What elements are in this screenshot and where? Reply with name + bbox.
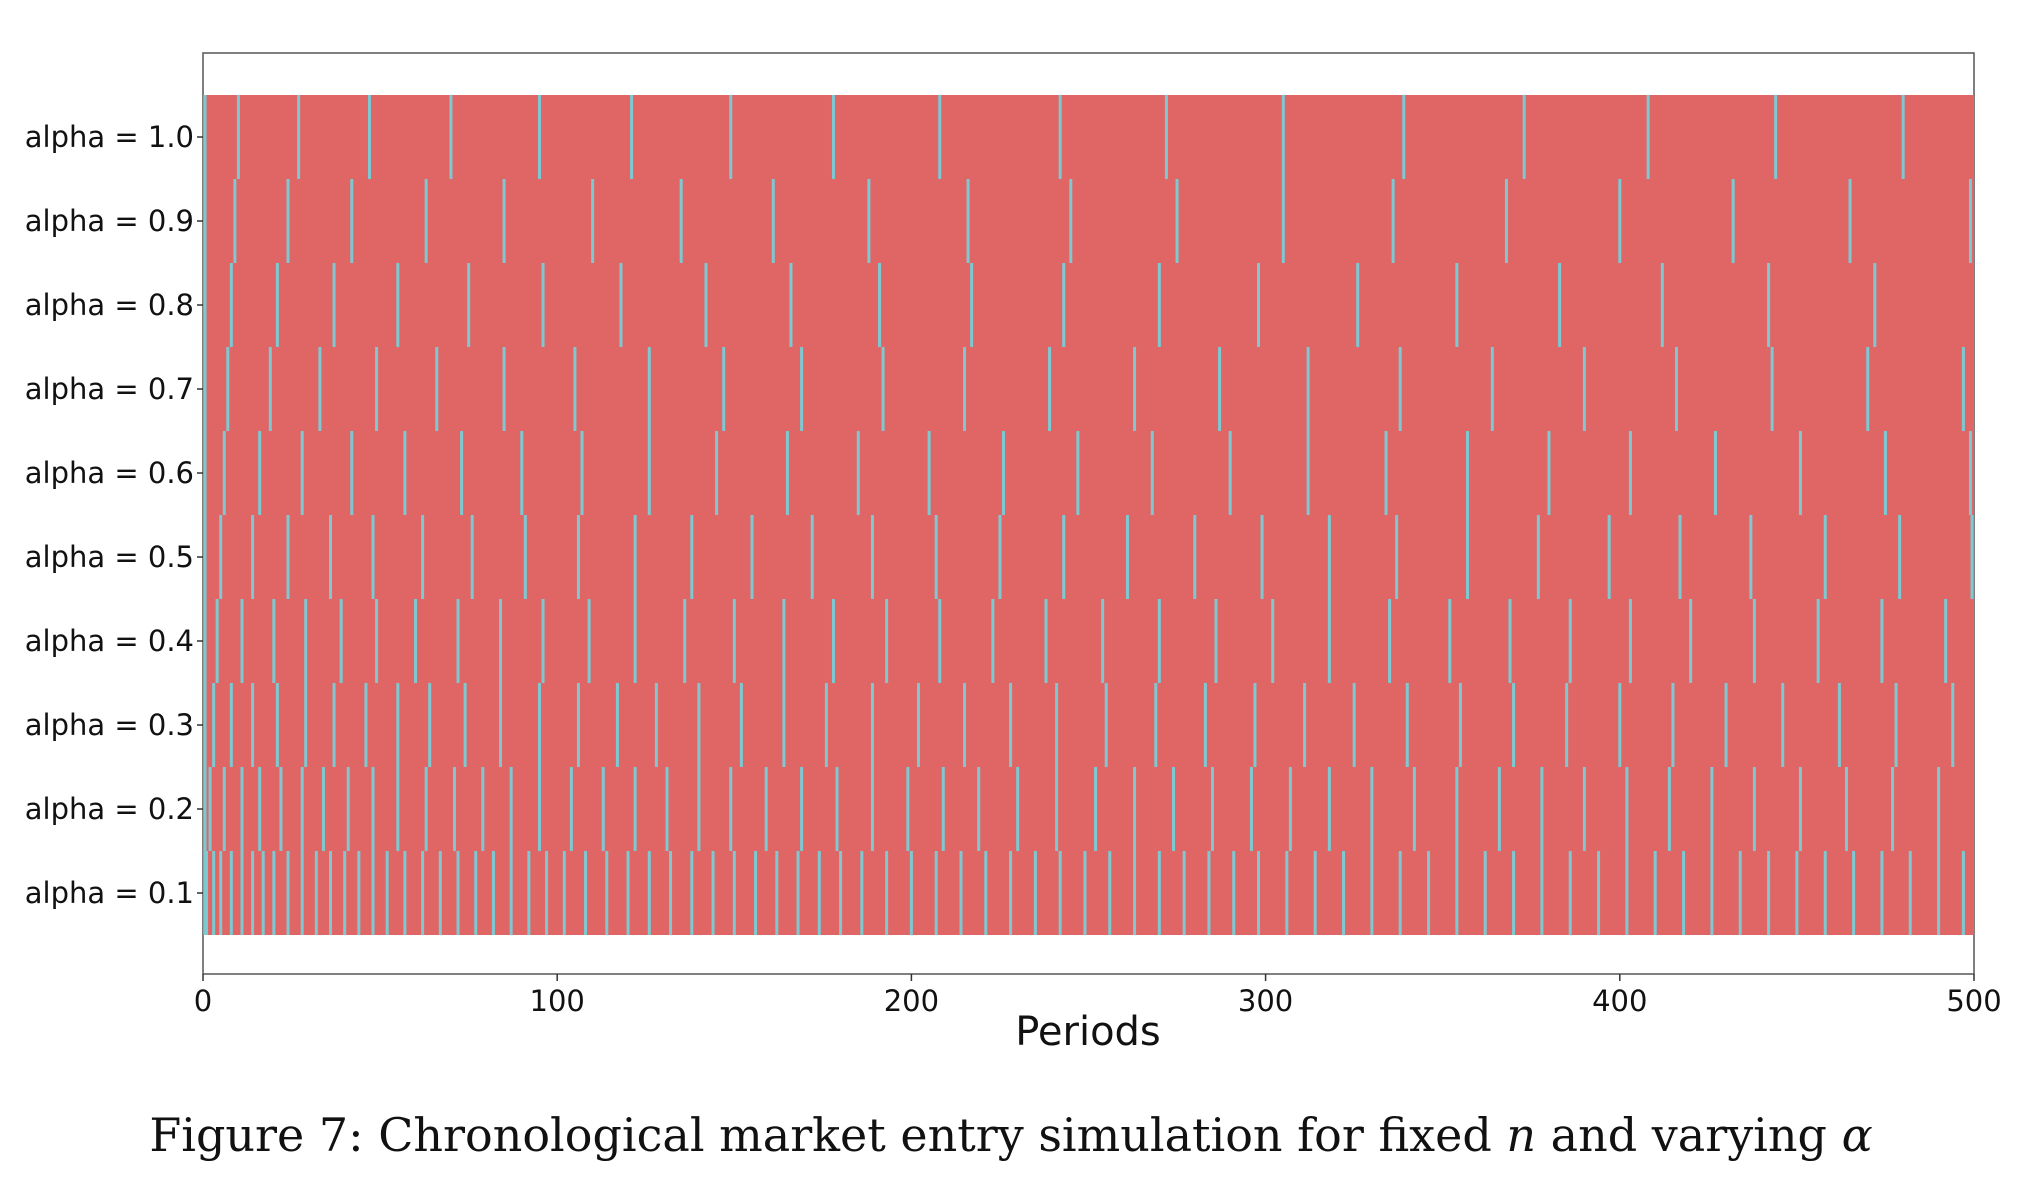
y-tick-label: alpha = 0.1 bbox=[25, 876, 194, 910]
caption-n: n bbox=[1506, 1108, 1537, 1162]
x-tick-label: 200 bbox=[884, 984, 939, 1018]
y-tick-label: alpha = 0.3 bbox=[25, 708, 194, 742]
row-background bbox=[203, 95, 1974, 179]
row-alpha-0-6 bbox=[203, 431, 1974, 515]
y-tick-label: alpha = 0.7 bbox=[25, 372, 194, 406]
y-tick-label: alpha = 0.9 bbox=[25, 204, 194, 238]
row-alpha-0-2 bbox=[203, 767, 1974, 851]
row-background bbox=[203, 431, 1974, 515]
figure-caption: Figure 7: Chronological market entry sim… bbox=[0, 1108, 2022, 1162]
row-background bbox=[203, 851, 1974, 935]
x-tick-labels: 0 100 200 300 400 500 bbox=[194, 974, 2002, 1018]
row-alpha-1-0 bbox=[203, 95, 1974, 179]
row-alpha-0-9 bbox=[203, 179, 1974, 263]
row-background bbox=[203, 767, 1974, 851]
row-background bbox=[203, 263, 1974, 347]
caption-middle: and varying bbox=[1536, 1108, 1842, 1162]
rows-group bbox=[203, 95, 1974, 935]
row-background bbox=[203, 683, 1974, 767]
x-tick-label: 100 bbox=[530, 984, 585, 1018]
x-tick-label: 400 bbox=[1592, 984, 1647, 1018]
x-tick-label: 300 bbox=[1238, 984, 1293, 1018]
y-tick-label: alpha = 0.4 bbox=[25, 624, 194, 658]
row-alpha-0-1 bbox=[203, 851, 1974, 935]
row-alpha-0-7 bbox=[203, 347, 1974, 431]
caption-alpha: α bbox=[1841, 1108, 1873, 1162]
row-alpha-0-3 bbox=[203, 683, 1974, 767]
row-background bbox=[203, 515, 1974, 599]
row-background bbox=[203, 179, 1974, 263]
market-entry-chart: alpha = 1.0 alpha = 0.9 alpha = 0.8 alpha =… bbox=[25, 52, 2002, 1055]
y-tick-label: alpha = 0.6 bbox=[25, 456, 194, 490]
x-tick-label: 0 bbox=[194, 984, 212, 1018]
caption-prefix: Figure 7: Chronological market entry sim… bbox=[149, 1108, 1507, 1162]
y-tick-labels: alpha = 1.0 alpha = 0.9 alpha = 0.8 alpha =… bbox=[25, 120, 203, 910]
y-tick-label: alpha = 0.8 bbox=[25, 288, 194, 322]
row-background bbox=[203, 347, 1974, 431]
y-tick-label: alpha = 0.2 bbox=[25, 792, 194, 826]
x-tick-label: 500 bbox=[1946, 984, 2001, 1018]
row-alpha-0-4 bbox=[203, 599, 1974, 683]
row-alpha-0-8 bbox=[203, 263, 1974, 347]
row-alpha-0-5 bbox=[203, 515, 1974, 599]
row-background bbox=[203, 599, 1974, 683]
y-tick-label: alpha = 1.0 bbox=[25, 120, 194, 154]
x-axis-label: Periods bbox=[1015, 1009, 1161, 1055]
y-tick-label: alpha = 0.5 bbox=[25, 540, 194, 574]
